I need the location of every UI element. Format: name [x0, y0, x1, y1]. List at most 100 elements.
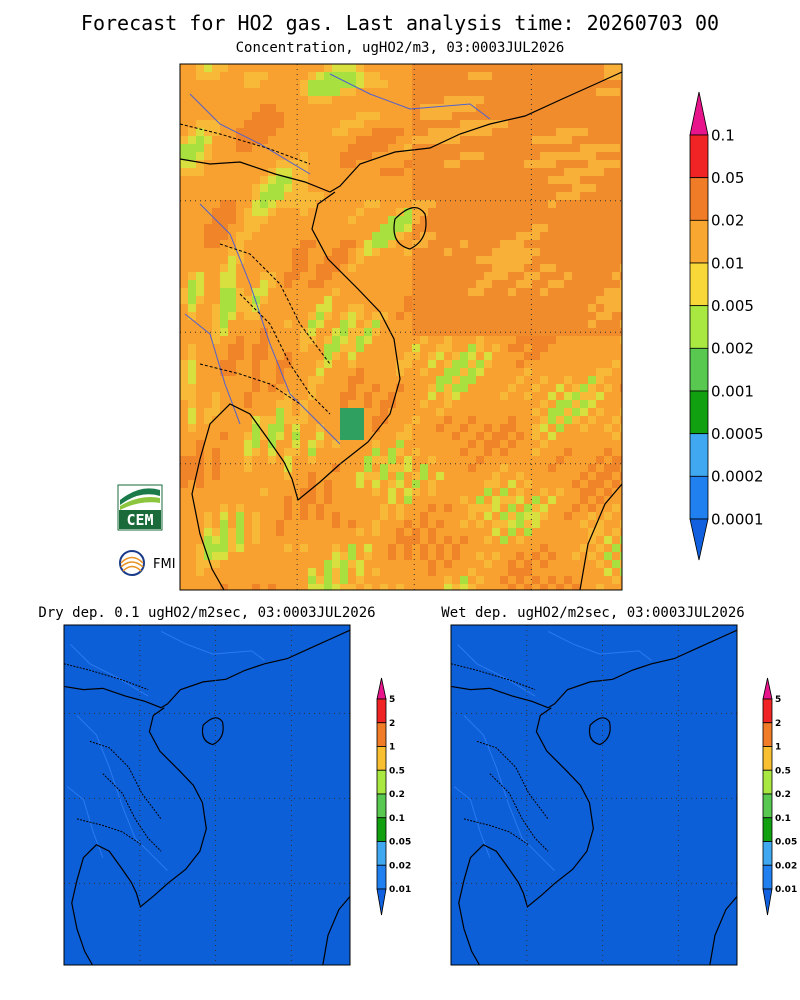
field-cell — [236, 160, 244, 168]
colorbar-segment — [376, 864, 387, 890]
field-cell — [460, 160, 468, 168]
field-cell — [388, 136, 396, 144]
colorbar-label: 0.5 — [389, 766, 405, 776]
field-cell — [516, 136, 524, 144]
field-cell — [324, 552, 332, 560]
field-cell — [580, 456, 588, 464]
field-cell — [252, 72, 260, 80]
field-cell — [540, 552, 548, 560]
field-cell — [532, 88, 540, 96]
field-cell — [204, 312, 212, 320]
colorbar-label: 0.002 — [711, 340, 754, 358]
colorbar-label: 0.02 — [711, 212, 744, 230]
field-cell — [620, 184, 622, 192]
field-cell — [196, 432, 204, 440]
field-cell — [532, 352, 540, 360]
field-cell — [188, 208, 196, 216]
field-cell — [500, 336, 508, 344]
field-cell — [620, 104, 622, 112]
field-cell — [372, 128, 380, 136]
field-cell — [452, 488, 460, 496]
field-cell — [180, 344, 188, 352]
field-cell — [476, 304, 484, 312]
field-cell — [532, 64, 540, 72]
field-cell — [260, 456, 268, 464]
field-cell — [572, 464, 580, 472]
field-cell — [292, 392, 300, 400]
field-cell — [556, 480, 564, 488]
field-cell — [212, 304, 220, 312]
field-cell — [492, 152, 500, 160]
logo-swoosh — [120, 497, 160, 510]
field-cell — [220, 336, 228, 344]
field-cell — [532, 168, 540, 176]
colorbar-segment — [689, 177, 709, 221]
field-cell — [620, 504, 622, 512]
field-cell — [412, 480, 420, 488]
field-cell — [316, 552, 324, 560]
field-cell — [420, 320, 428, 328]
field-cell — [500, 576, 508, 584]
field-cell — [492, 568, 500, 576]
field-cell — [572, 552, 580, 560]
field-cell — [188, 168, 196, 176]
field-cell — [204, 480, 212, 488]
field-cell — [380, 568, 388, 576]
field-cell — [500, 312, 508, 320]
field-cell — [244, 360, 252, 368]
field-cell — [300, 240, 308, 248]
field-cell — [284, 72, 292, 80]
field-cell — [484, 360, 492, 368]
field-cell — [468, 576, 476, 584]
field-cell — [244, 160, 252, 168]
field-cell — [556, 152, 564, 160]
field-cell — [508, 208, 516, 216]
field-cell — [572, 304, 580, 312]
field-cell — [348, 208, 356, 216]
field-cell — [500, 528, 508, 536]
field-cell — [412, 280, 420, 288]
field-cell — [476, 448, 484, 456]
field-cell — [532, 576, 540, 584]
field-cell — [596, 224, 604, 232]
field-cell — [532, 528, 540, 536]
field-cell — [572, 216, 580, 224]
field-cell — [308, 304, 316, 312]
field-cell — [516, 344, 524, 352]
field-cell — [284, 528, 292, 536]
field-cell — [196, 176, 204, 184]
field-cell — [276, 416, 284, 424]
field-cell — [332, 584, 340, 590]
field-cell — [484, 296, 492, 304]
field-cell — [380, 208, 388, 216]
field-cell — [252, 488, 260, 496]
field-cell — [212, 448, 220, 456]
field-cell — [620, 200, 622, 208]
field-cell — [564, 80, 572, 88]
colorbar-label: 0.0001 — [711, 510, 764, 528]
map-panel — [179, 63, 623, 591]
field-cell — [468, 336, 476, 344]
field-cell — [228, 496, 236, 504]
field-cell — [604, 432, 612, 440]
field-cell — [380, 248, 388, 256]
field-cell — [476, 584, 484, 590]
field-cell — [308, 432, 316, 440]
field-cell — [612, 472, 620, 480]
field-cell — [372, 456, 380, 464]
field-cell — [604, 480, 612, 488]
field-cell — [300, 296, 308, 304]
field-cell — [236, 336, 244, 344]
field-cell — [596, 304, 604, 312]
field-cell — [324, 400, 332, 408]
field-cell — [308, 488, 316, 496]
field-cell — [292, 472, 300, 480]
field-cell — [220, 408, 228, 416]
field-cell — [204, 256, 212, 264]
field-cell — [308, 336, 316, 344]
field-cell — [540, 168, 548, 176]
field-cell — [476, 424, 484, 432]
field-cell — [212, 112, 220, 120]
field-cell — [324, 152, 332, 160]
field-cell — [428, 344, 436, 352]
